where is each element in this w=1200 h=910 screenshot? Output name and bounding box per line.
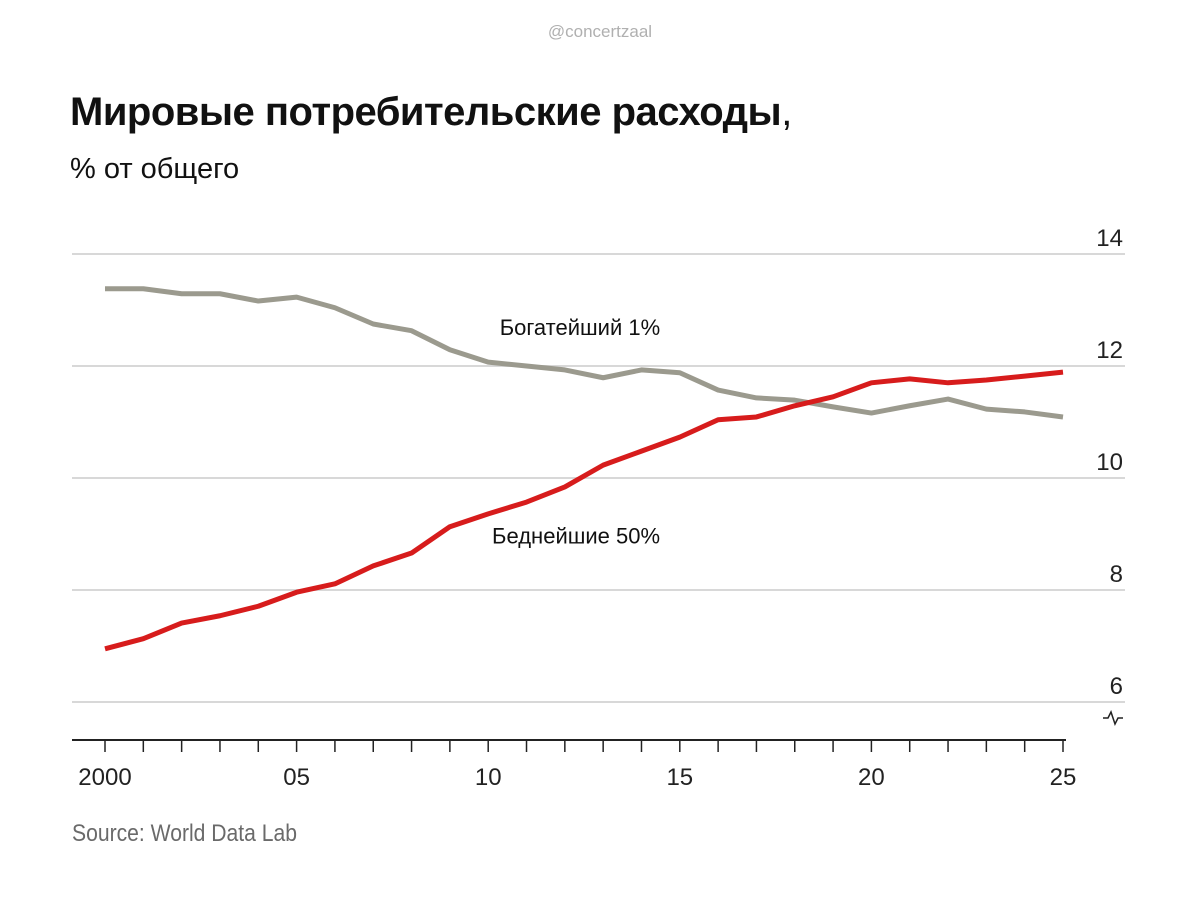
- series-label: Беднейшие 50%: [492, 524, 660, 549]
- y-tick-label: 8: [1110, 561, 1123, 588]
- source-note: Source: World Data Lab: [72, 820, 298, 847]
- y-tick-label: 10: [1096, 449, 1123, 476]
- chart-subtitle: % от общего: [70, 153, 240, 185]
- chart-title-text: Мировые потребительские расходы: [70, 90, 782, 134]
- watermark: @concertzaal: [547, 22, 653, 41]
- series-line-richest-1pct: [105, 286, 1064, 420]
- x-tick-label: 15: [666, 764, 693, 791]
- x-tick-label: 05: [283, 764, 310, 791]
- series-label: Богатейший 1%: [500, 315, 660, 340]
- series-line-poorest-50pct: [104, 369, 1064, 652]
- chart-title: Мировые потребительские расходы,: [70, 90, 792, 135]
- y-tick-label: 14: [1096, 225, 1123, 252]
- x-tick-label: 2000: [78, 764, 131, 791]
- x-tick-label: 25: [1050, 764, 1077, 791]
- chart-title-comma: ,: [781, 90, 792, 134]
- x-tick-label: 10: [475, 764, 502, 791]
- x-tick-label: 20: [858, 764, 885, 791]
- y-tick-label: 12: [1096, 337, 1123, 364]
- axis-break-icon: [1103, 710, 1123, 726]
- y-tick-label: 6: [1110, 673, 1123, 700]
